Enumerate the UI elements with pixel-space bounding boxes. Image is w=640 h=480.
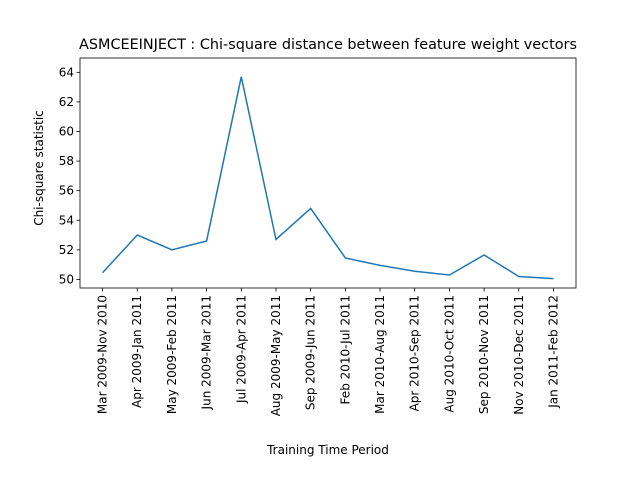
y-tick-label: 58 xyxy=(59,154,74,168)
y-tick-label: 54 xyxy=(59,213,74,227)
x-tick-label: Jun 2009-Mar 2011 xyxy=(200,295,214,410)
y-tick-label: 64 xyxy=(59,65,74,79)
x-tick-label: Mar 2010-Aug 2011 xyxy=(373,295,387,414)
y-tick-label: 52 xyxy=(59,243,74,257)
x-tick-label: Aug 2010-Oct 2011 xyxy=(442,295,456,413)
y-axis-label: Chi-square statistic xyxy=(32,110,46,226)
x-tick-label: Apr 2009-Jan 2011 xyxy=(130,295,144,408)
x-tick-label: Sep 2009-Jun 2011 xyxy=(304,295,318,410)
x-tick-label: Sep 2010-Nov 2011 xyxy=(477,295,491,414)
line-series xyxy=(101,76,554,280)
x-tick-label: May 2009-Feb 2011 xyxy=(165,295,179,414)
x-tick-label: Jan 2011-Feb 2012 xyxy=(546,295,560,409)
x-tick-label: Aug 2009-May 2011 xyxy=(269,295,283,416)
x-tick-label: Nov 2010-Dec 2011 xyxy=(512,295,526,415)
x-tick-label: Mar 2009-Nov 2010 xyxy=(96,295,110,414)
y-tick-label: 56 xyxy=(59,184,74,198)
plot-frame xyxy=(79,57,577,289)
y-tick-label: 62 xyxy=(59,95,74,109)
x-tick-label: Apr 2010-Sep 2011 xyxy=(408,295,422,411)
x-tick-label: Jul 2009-Apr 2011 xyxy=(234,295,248,404)
chart-title: ASMCEEINJECT : Chi-square distance betwe… xyxy=(79,37,577,53)
x-axis-label: Training Time Period xyxy=(266,443,389,457)
y-tick-label: 50 xyxy=(59,272,74,286)
x-tick-label: Feb 2010-Jul 2011 xyxy=(338,295,352,404)
y-tick-label: 60 xyxy=(59,125,74,139)
